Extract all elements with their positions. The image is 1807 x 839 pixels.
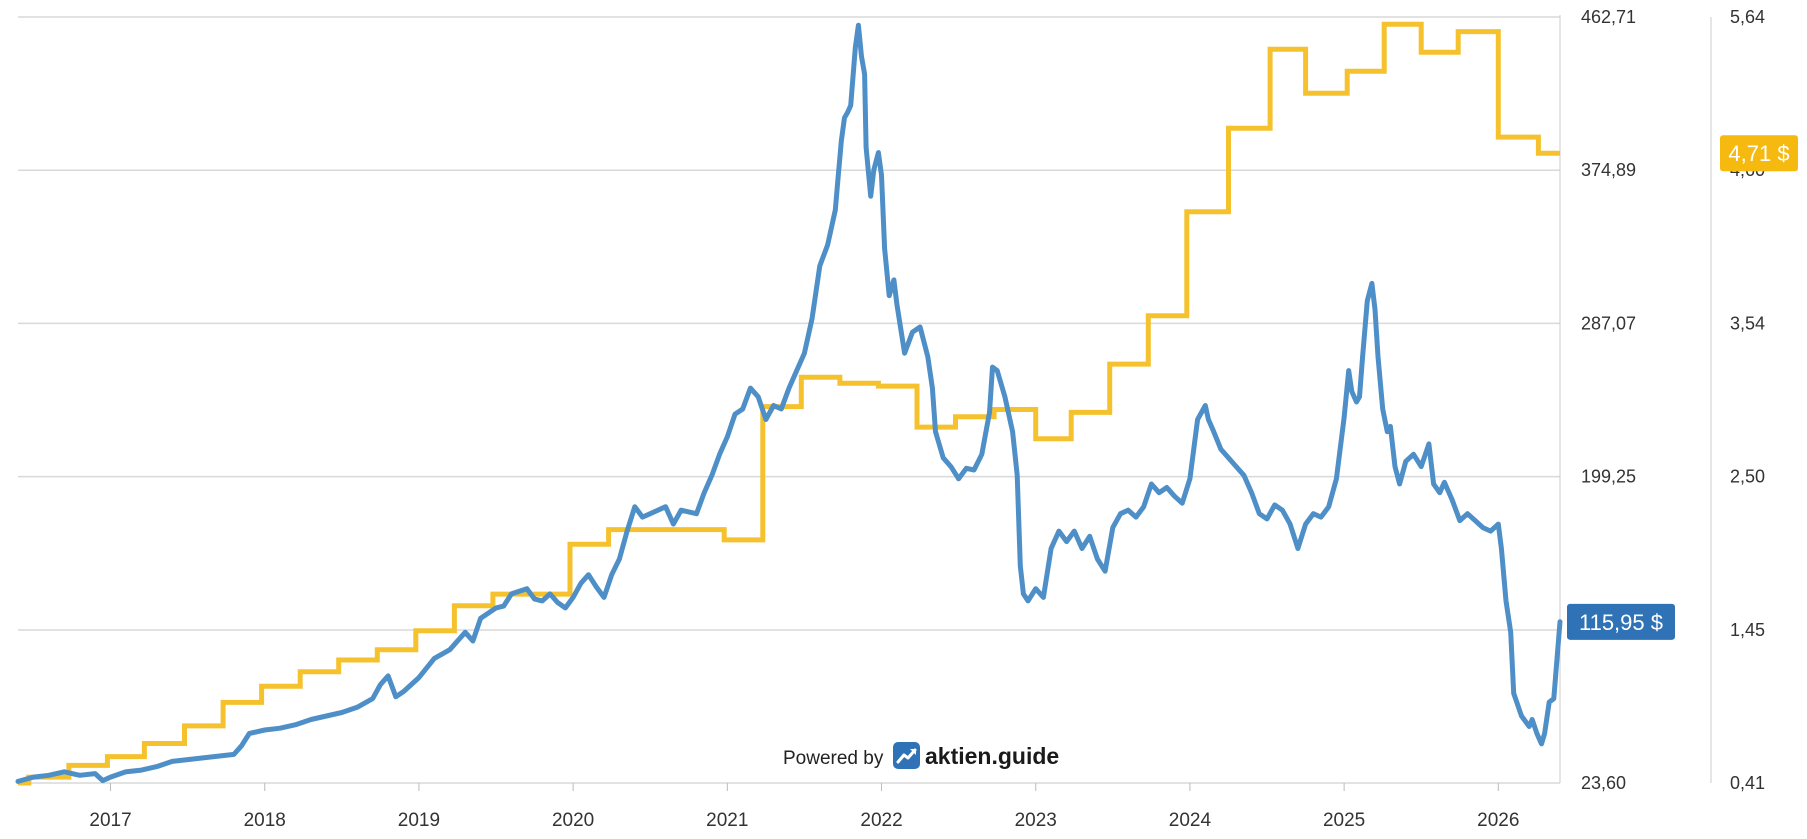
brand-name: aktien.guide	[925, 743, 1059, 769]
right-axis-tick-label: 5,64	[1730, 7, 1765, 27]
left-axis-tick-label: 462,71	[1581, 7, 1636, 27]
x-axis-tick-label: 2017	[89, 810, 131, 831]
x-axis-tick-label: 2026	[1477, 810, 1519, 831]
left-axis-tick-label: 374,89	[1581, 160, 1636, 180]
x-axis-tick-label: 2024	[1169, 810, 1212, 831]
dividend-line	[18, 21, 1560, 786]
price-line	[15, 22, 1563, 784]
right-y-axis-ticks: 5,644,603,542,501,450,41	[1710, 7, 1765, 793]
powered-by-label: Powered by	[783, 748, 884, 769]
value-badges: 115,95 $ 4,71 $	[1567, 135, 1798, 640]
gridlines	[18, 16, 1560, 784]
dividend-badge-label: 4,71 $	[1728, 141, 1789, 166]
left-y-axis-ticks: 462,71 374,89 287,07 199,25 23,60	[1581, 7, 1636, 793]
left-axis-tick-label: 199,25	[1581, 467, 1636, 487]
right-axis-tick-label: 0,41	[1730, 773, 1765, 793]
x-axis-ticks: 2017 2018 2019 2020 2021 2022 2023 2024 2025 2026	[89, 783, 1519, 831]
price-badge	[1567, 603, 1675, 640]
x-axis-tick-label: 2018	[244, 810, 286, 831]
left-axis-tick-label: 23,60	[1581, 773, 1626, 793]
dividend-badge	[1720, 135, 1798, 172]
right-axis-tick-label: 2,50	[1730, 467, 1765, 487]
right-axis-tick-label: 1,45	[1730, 620, 1765, 640]
trend-chart-icon	[893, 742, 920, 769]
x-axis-tick-label: 2019	[398, 810, 440, 831]
watermark: Powered by aktien.guide	[783, 742, 1059, 769]
x-axis-tick-label: 2022	[860, 810, 902, 831]
x-axis-tick-label: 2021	[706, 810, 748, 831]
x-axis-tick-label: 2023	[1015, 810, 1057, 831]
x-axis-tick-label: 2020	[552, 810, 594, 831]
price-badge-label: 115,95 $	[1579, 610, 1663, 635]
right-axis-tick-label: 3,54	[1730, 313, 1765, 333]
left-axis-tick-label: 287,07	[1581, 313, 1636, 333]
x-axis-tick-label: 2025	[1323, 810, 1365, 831]
